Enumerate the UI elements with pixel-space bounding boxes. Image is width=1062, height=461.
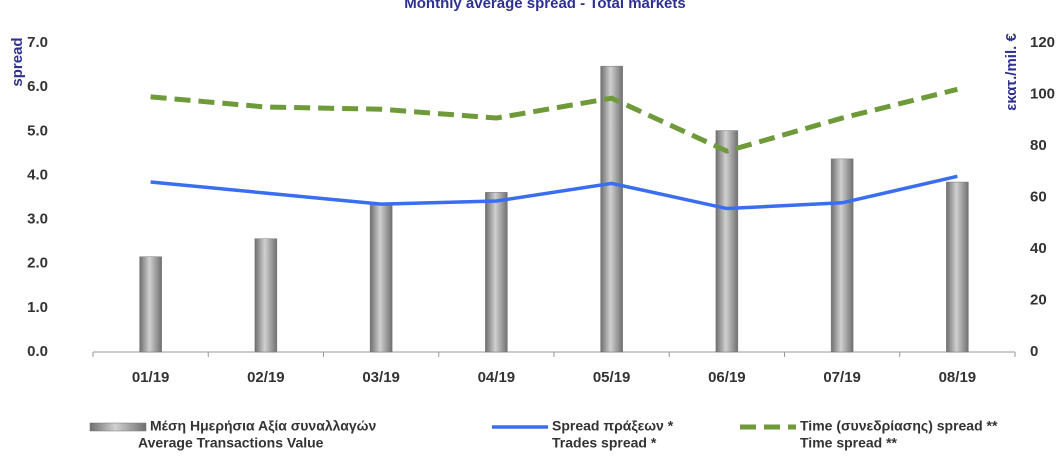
y-tick-label: 6.0 bbox=[27, 78, 48, 95]
y2-tick-label: 20 bbox=[1030, 291, 1047, 308]
x-tick-label: 04/19 bbox=[478, 369, 516, 386]
legend-sublabel: Average Transactions Value bbox=[138, 435, 324, 451]
x-tick-label: 01/19 bbox=[132, 369, 170, 386]
x-tick-label: 05/19 bbox=[593, 369, 631, 386]
y2-tick-label: 80 bbox=[1030, 137, 1047, 154]
legend-label: Time (συνεδρίασης) spread ** bbox=[800, 418, 998, 434]
y2-axis-title: εκατ./mil. € bbox=[1003, 33, 1020, 111]
bar bbox=[369, 204, 393, 353]
y2-tick-label: 100 bbox=[1030, 85, 1055, 102]
y-tick-label: 7.0 bbox=[27, 34, 48, 51]
line bbox=[150, 174, 958, 211]
bar bbox=[139, 256, 162, 353]
legend-sublabel: Trades spread * bbox=[552, 435, 657, 451]
bar bbox=[830, 158, 854, 353]
line bbox=[150, 86, 958, 154]
y2-tick-label: 60 bbox=[1030, 188, 1047, 205]
y-axis-title: spread bbox=[9, 37, 26, 86]
bar bbox=[600, 65, 623, 353]
x-tick-label: 08/19 bbox=[939, 369, 977, 386]
legend-label: Spread πράξεων * bbox=[552, 418, 674, 434]
bar bbox=[485, 192, 508, 353]
y-tick-label: 0.0 bbox=[27, 343, 48, 360]
x-tick-label: 07/19 bbox=[823, 369, 861, 386]
y-tick-label: 2.0 bbox=[27, 255, 48, 272]
x-tick-label: 06/19 bbox=[708, 369, 746, 386]
y2-tick-label: 120 bbox=[1030, 34, 1055, 51]
legend-label: Μέση Ημερήσια Αξία συναλλαγών bbox=[150, 418, 376, 434]
y-tick-label: 4.0 bbox=[27, 166, 48, 183]
legend-sublabel: Time spread ** bbox=[800, 435, 898, 451]
y2-tick-label: 40 bbox=[1030, 240, 1047, 257]
legend-swatch bbox=[89, 422, 147, 432]
y2-tick-label: 0 bbox=[1030, 343, 1038, 360]
bar bbox=[946, 181, 969, 353]
x-tick-label: 03/19 bbox=[362, 369, 400, 386]
chart-title: Monthly average spread - Total markets bbox=[404, 0, 685, 12]
y-tick-label: 3.0 bbox=[27, 211, 48, 228]
bar bbox=[715, 130, 739, 353]
y-tick-label: 5.0 bbox=[27, 122, 48, 139]
bar bbox=[254, 238, 278, 353]
y-tick-label: 1.0 bbox=[27, 299, 48, 316]
x-tick-label: 02/19 bbox=[247, 369, 285, 386]
